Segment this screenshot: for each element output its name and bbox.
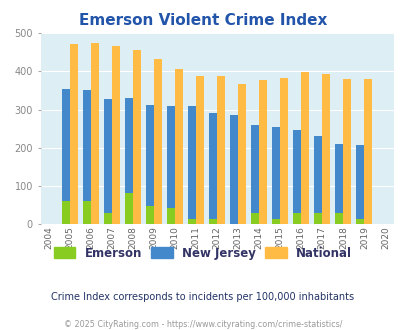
Bar [125,98,133,224]
Bar [251,213,259,224]
Bar [62,88,70,224]
Legend: Emerson, New Jersey, National: Emerson, New Jersey, National [50,243,355,263]
Bar [91,43,99,224]
Bar [356,219,364,224]
Bar [209,113,217,224]
Bar [292,130,301,224]
Bar [125,193,133,224]
Bar [364,79,371,224]
Bar [188,219,196,224]
Bar [343,79,350,224]
Bar [238,84,245,224]
Bar [70,45,78,224]
Bar [62,201,70,224]
Bar [83,201,91,224]
Bar [146,105,154,224]
Bar [83,90,91,224]
Bar [272,127,279,224]
Bar [292,213,301,224]
Bar [209,219,217,224]
Bar [335,213,343,224]
Bar [313,136,322,224]
Text: Emerson Violent Crime Index: Emerson Violent Crime Index [79,13,326,28]
Bar [272,219,279,224]
Bar [356,145,364,224]
Text: Crime Index corresponds to incidents per 100,000 inhabitants: Crime Index corresponds to incidents per… [51,292,354,302]
Bar [230,115,238,224]
Bar [301,72,309,224]
Bar [175,69,183,224]
Bar [167,208,175,224]
Bar [112,46,120,224]
Bar [104,99,112,224]
Bar [167,106,175,224]
Bar [322,74,330,224]
Bar [313,213,322,224]
Bar [133,50,141,224]
Bar [279,78,288,224]
Bar [104,213,112,224]
Bar [251,125,259,224]
Bar [154,59,162,224]
Text: © 2025 CityRating.com - https://www.cityrating.com/crime-statistics/: © 2025 CityRating.com - https://www.city… [64,320,341,329]
Bar [188,106,196,224]
Bar [259,80,266,224]
Bar [146,206,154,224]
Bar [217,76,225,224]
Bar [196,76,204,224]
Bar [335,144,343,224]
